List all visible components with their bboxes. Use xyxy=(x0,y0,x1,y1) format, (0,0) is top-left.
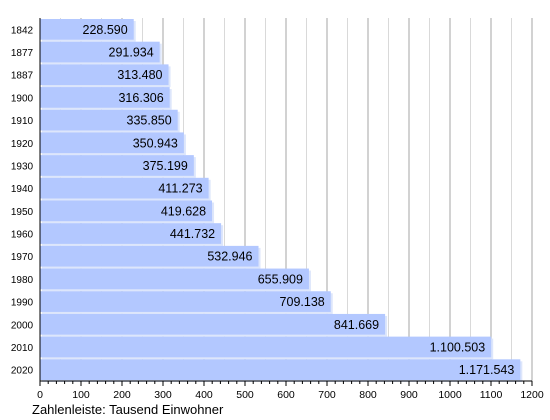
bar xyxy=(40,313,386,335)
x-tick-label: 0 xyxy=(37,389,43,401)
bar xyxy=(40,245,259,267)
data-label: 709.138 xyxy=(280,295,325,309)
data-label: 350.943 xyxy=(133,136,178,150)
category-label: 1920 xyxy=(11,139,34,150)
data-label: 441.732 xyxy=(170,227,215,241)
data-label: 1.100.503 xyxy=(430,340,486,354)
x-tick-label: 200 xyxy=(113,389,131,401)
bar xyxy=(40,132,184,154)
category-label: 1980 xyxy=(11,275,34,286)
data-label: 335.850 xyxy=(127,114,172,128)
data-label: 1.171.543 xyxy=(459,363,515,377)
data-label: 841.669 xyxy=(334,318,379,332)
bars: 228.590 1842 291.934 1877 313.480 1887 316.306… xyxy=(11,19,523,382)
category-label: 1940 xyxy=(11,184,34,195)
category-label: 1842 xyxy=(11,25,34,36)
data-label: 655.909 xyxy=(258,272,303,286)
bar xyxy=(40,223,222,244)
bar xyxy=(40,19,134,40)
category-label: 1970 xyxy=(11,252,34,263)
category-label: 1910 xyxy=(11,116,34,127)
x-axis-caption: Zahlenleiste: Tausend Einwohner xyxy=(32,402,224,417)
x-tick-label: 600 xyxy=(277,389,295,401)
bar xyxy=(40,41,160,63)
data-label: 419.628 xyxy=(161,204,206,218)
category-label: 1900 xyxy=(11,93,34,104)
x-tick-label: 800 xyxy=(359,389,377,401)
bar xyxy=(40,359,521,380)
category-label: 1960 xyxy=(11,230,34,241)
x-tick-label: 1100 xyxy=(480,389,503,401)
x-tick-label: 500 xyxy=(236,389,254,401)
bar xyxy=(40,64,169,86)
bar xyxy=(40,268,309,290)
x-tick-label: 100 xyxy=(72,389,90,401)
bar xyxy=(40,109,178,131)
data-label: 375.199 xyxy=(143,159,188,173)
x-tick-label: 900 xyxy=(400,389,418,401)
bar xyxy=(40,177,209,199)
data-label: 313.480 xyxy=(117,68,162,82)
bar xyxy=(40,336,492,358)
data-label: 411.273 xyxy=(158,182,202,196)
category-label: 1990 xyxy=(11,298,34,309)
category-label: 2000 xyxy=(11,320,34,331)
data-label: 228.590 xyxy=(83,23,128,37)
bar xyxy=(40,155,194,176)
bar xyxy=(40,87,170,108)
x-tick-label: 1000 xyxy=(438,389,462,401)
data-label: 532.946 xyxy=(207,250,252,264)
x-tick-label: 1200 xyxy=(520,389,544,401)
category-label: 1950 xyxy=(11,207,34,218)
x-ticks: 0 100 200 300 400 500 600 700 800 900 1000 1100 1200 xyxy=(37,381,544,401)
category-label: 1887 xyxy=(11,71,34,82)
x-tick-label: 400 xyxy=(195,389,213,401)
x-tick-label: 700 xyxy=(318,389,336,401)
data-label: 291.934 xyxy=(109,46,154,60)
category-label: 1877 xyxy=(11,48,34,59)
category-label: 2020 xyxy=(11,366,34,377)
bar xyxy=(40,200,213,222)
x-tick-label: 300 xyxy=(154,389,172,401)
data-label: 316.306 xyxy=(118,91,163,105)
category-label: 1930 xyxy=(11,161,34,172)
category-label: 2010 xyxy=(11,343,34,354)
bar xyxy=(40,291,331,312)
